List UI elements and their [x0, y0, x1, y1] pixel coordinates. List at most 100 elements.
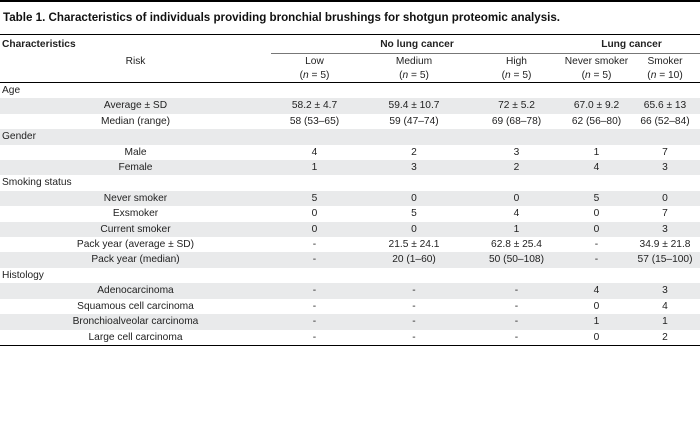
section-title: Age [2, 85, 21, 96]
column-n-prefix: ( [501, 69, 506, 81]
cell-value: 4 [593, 162, 600, 174]
column-n-suffix: = 5) [408, 69, 429, 81]
cell-value: 2 [662, 331, 668, 343]
row-label: Male [124, 146, 147, 158]
cell-value: 3 [662, 162, 668, 174]
cell-value: 0 [411, 192, 417, 204]
section-title: Gender [2, 131, 36, 143]
cell-value: - [514, 331, 519, 343]
column-n-suffix: = 5) [510, 69, 532, 81]
cell-value: - [412, 331, 416, 343]
section-row: Gender [0, 129, 700, 145]
cell-value: 3 [411, 162, 417, 174]
table-row: Current smoker 0 0 1 0 3 [0, 221, 700, 238]
column-label: Medium [395, 56, 433, 67]
table-row: Average ± SD 58.2 ± 4.7 59.4 ± 10.7 72 ± 5.… [0, 98, 700, 114]
column-n-prefix: ( [399, 69, 403, 81]
cell-value: 5 [311, 192, 318, 204]
row-label: Current smoker [100, 223, 171, 235]
row-label: Female [118, 162, 153, 174]
cell-value: 58.2 ± 4.7 [291, 100, 338, 112]
header-column: Medium (n = 5) [358, 54, 470, 83]
cell-value: 2 [513, 162, 520, 174]
column-n-variable: n [585, 69, 591, 81]
cell-value: 59 (47–74) [389, 115, 439, 127]
cell-value: 34.9 ± 21.8 [639, 239, 691, 251]
table-row: Squamous cell carcinoma - - - 0 4 [0, 299, 700, 314]
section-title: Histology [2, 269, 44, 281]
cell-value: - [594, 239, 599, 251]
cell-value: 72 ± 5.2 [498, 100, 535, 112]
cell-value: - [312, 331, 317, 343]
cell-value: 0 [311, 223, 318, 235]
column-n-variable: n [505, 69, 511, 81]
cell-value: 4 [593, 285, 600, 297]
cell-value: 62 (56–80) [571, 115, 622, 127]
cell-value: 1 [662, 316, 668, 328]
header-column: Never smoker (n = 5) [563, 54, 630, 83]
header-column: High (n = 5) [470, 54, 563, 83]
cell-value: 7 [662, 146, 668, 158]
column-n-variable: n [650, 69, 657, 81]
header-column: Low (n = 5) [271, 54, 358, 83]
row-label: Pack year (average ± SD) [76, 239, 195, 251]
cell-value: 0 [593, 208, 600, 220]
cell-value: 0 [311, 208, 318, 220]
cell-value: 66 (52–84) [640, 115, 690, 127]
column-label: High [506, 56, 527, 67]
cell-value: - [412, 285, 416, 297]
table-row: Male 4 2 3 1 7 [0, 145, 700, 160]
table-row: Female 1 3 2 4 3 [0, 160, 700, 176]
row-label: Bronchioalveolar carcinoma [72, 316, 199, 328]
cell-value: 62.8 ± 25.4 [491, 239, 542, 251]
section-row: Age [0, 83, 700, 99]
header-column: Smoker (n = 10) [630, 54, 700, 83]
column-n-prefix: ( [581, 69, 586, 81]
cell-value: 4 [662, 300, 668, 312]
cell-value: 3 [662, 223, 668, 235]
section-row: Smoking status [0, 175, 700, 190]
row-label: Median (range) [100, 115, 171, 127]
cell-value: 0 [411, 223, 417, 235]
cell-value: 65.6 ± 13 [643, 100, 687, 112]
column-n-variable: n [303, 69, 309, 81]
table-row: Never smoker 5 0 0 5 0 [0, 190, 700, 207]
table-caption: Table 1. Characteristics of individuals … [3, 11, 561, 24]
cell-value: 69 (68–78) [491, 115, 542, 127]
row-label: Large cell carcinoma [88, 331, 183, 343]
column-n-suffix: = 10) [656, 69, 683, 81]
cell-value: 3 [662, 285, 668, 297]
cell-value: 0 [513, 192, 520, 204]
cell-value: 0 [662, 192, 668, 204]
header-row-groups: Characteristics No lung cancer Lung canc… [0, 37, 700, 54]
cell-value: - [412, 300, 416, 312]
column-n-prefix: ( [647, 69, 651, 81]
column-label: Never smoker [564, 56, 629, 67]
cell-value: 67.0 ± 9.2 [573, 100, 620, 112]
column-label: Smoker [647, 56, 683, 67]
cell-value: 7 [662, 208, 668, 220]
cell-value: 21.5 ± 24.1 [388, 239, 440, 251]
table-row: Large cell carcinoma - - - 0 2 [0, 330, 700, 346]
row-label: Pack year (median) [91, 254, 180, 266]
table-row: Bronchioalveolar carcinoma - - - 1 1 [0, 314, 700, 330]
cell-value: - [312, 239, 317, 251]
header-lung-cancer: Lung cancer [563, 37, 700, 54]
column-label: Low [305, 56, 324, 67]
cell-value: 58 (53–65) [289, 115, 340, 127]
cell-value: 1 [311, 162, 318, 174]
row-label: Adenocarcinoma [97, 285, 174, 297]
header-characteristics: Characteristics [2, 39, 76, 51]
table-row: Median (range) 58 (53–65) 59 (47–74) 69 (68… [0, 114, 700, 129]
header-risk: Risk [125, 55, 146, 67]
section-title: Smoking status [2, 177, 72, 189]
cell-value: 1 [593, 146, 600, 158]
cell-value: 0 [593, 331, 600, 343]
caption-rule [0, 34, 700, 35]
cell-value: - [514, 300, 519, 312]
row-label: Average ± SD [103, 100, 168, 112]
cell-value: 4 [311, 146, 318, 158]
table-row: Pack year (median) - 20 (1–60) 50 (50–108) -… [0, 252, 700, 268]
top-rule [0, 0, 700, 2]
